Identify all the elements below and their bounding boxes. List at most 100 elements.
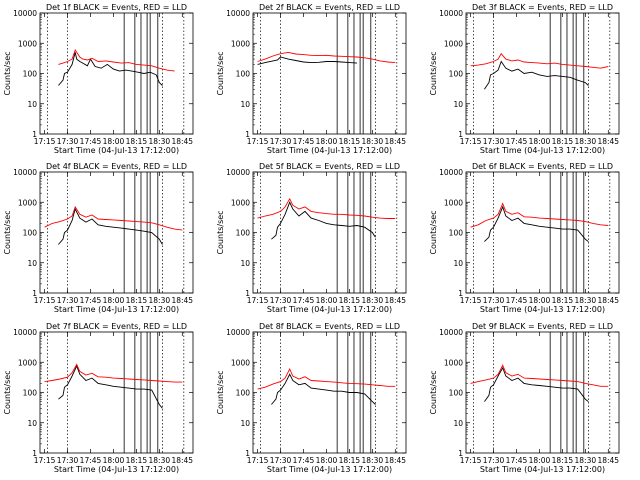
x-tick-label: 18:15 bbox=[552, 137, 574, 146]
x-tick-label: 18:00 bbox=[103, 296, 125, 305]
x-axis-label: Start Time (04-Jul-13 17:12:00) bbox=[267, 146, 392, 155]
events-series-line bbox=[484, 60, 589, 90]
detector-panel: Det 5f BLACK = Events, RED = LLD Counts/s… bbox=[216, 162, 407, 314]
y-tick-label: 10000 bbox=[226, 168, 250, 177]
x-tick-label: 18:15 bbox=[339, 296, 361, 305]
x-tick-label: 17:15 bbox=[34, 456, 56, 465]
plot-frame bbox=[252, 171, 407, 294]
detector-panel: Det 9f BLACK = Events, RED = LLD Counts/s… bbox=[429, 322, 620, 474]
events-series-line bbox=[271, 373, 376, 405]
x-tick-label: 18:45 bbox=[384, 456, 406, 465]
x-tick-label: 17:15 bbox=[34, 296, 56, 305]
detector-panel: Det 6f BLACK = Events, RED = LLD Counts/s… bbox=[429, 162, 620, 314]
lld-series-line bbox=[44, 363, 183, 383]
x-tick-label: 18:45 bbox=[384, 137, 406, 146]
plot-frame bbox=[39, 12, 194, 135]
y-tick-label: 100 bbox=[236, 229, 251, 238]
y-tick-label: 10000 bbox=[13, 9, 37, 18]
x-axis-label: Start Time (04-Jul-13 17:12:00) bbox=[54, 146, 179, 155]
y-tick-label: 10 bbox=[240, 259, 250, 268]
plot-title: Det 5f BLACK = Events, RED = LLD bbox=[259, 162, 400, 171]
x-tick-label: 18:30 bbox=[575, 296, 597, 305]
y-tick-label: 100 bbox=[23, 229, 38, 238]
detector-panel: Det 1f BLACK = Events, RED = LLD Counts/s… bbox=[3, 3, 194, 155]
x-tick-label: 17:45 bbox=[506, 456, 528, 465]
x-tick-label: 18:00 bbox=[316, 137, 338, 146]
x-tick-label: 18:30 bbox=[149, 296, 171, 305]
x-tick-label: 18:45 bbox=[597, 296, 619, 305]
x-tick-label: 18:15 bbox=[552, 296, 574, 305]
x-tick-label: 18:30 bbox=[362, 456, 384, 465]
events-series-line bbox=[58, 207, 163, 245]
x-tick-label: 17:30 bbox=[270, 456, 292, 465]
plot-frame bbox=[465, 12, 620, 135]
y-tick-label: 1000 bbox=[18, 198, 37, 207]
y-tick-label: 1000 bbox=[18, 39, 37, 48]
plot-frame bbox=[39, 331, 194, 454]
x-tick-label: 17:45 bbox=[506, 137, 528, 146]
x-tick-label: 18:30 bbox=[149, 137, 171, 146]
y-tick-label: 100 bbox=[23, 70, 38, 79]
y-axis-label: Counts/sec bbox=[216, 51, 225, 95]
events-series-line bbox=[58, 364, 163, 409]
x-tick-label: 18:00 bbox=[529, 137, 551, 146]
x-tick-label: 17:15 bbox=[460, 296, 482, 305]
y-tick-label: 10000 bbox=[13, 168, 37, 177]
plot-title: Det 3f BLACK = Events, RED = LLD bbox=[472, 3, 613, 12]
lld-series-line bbox=[470, 52, 609, 69]
x-tick-label: 18:15 bbox=[339, 137, 361, 146]
lld-series-line bbox=[257, 197, 396, 219]
y-tick-label: 1000 bbox=[444, 358, 463, 367]
x-tick-label: 17:30 bbox=[270, 296, 292, 305]
plot-title: Det 4f BLACK = Events, RED = LLD bbox=[46, 162, 187, 171]
y-tick-label: 10 bbox=[27, 100, 37, 109]
x-tick-label: 18:45 bbox=[597, 137, 619, 146]
x-tick-label: 18:30 bbox=[575, 137, 597, 146]
plot-frame bbox=[39, 171, 194, 294]
y-tick-label: 1 bbox=[458, 130, 463, 139]
y-tick-label: 1 bbox=[458, 449, 463, 458]
lld-series-line bbox=[470, 364, 609, 387]
y-tick-label: 1000 bbox=[231, 358, 250, 367]
y-tick-label: 10000 bbox=[226, 9, 250, 18]
x-tick-label: 18:00 bbox=[103, 456, 125, 465]
x-tick-label: 18:00 bbox=[103, 137, 125, 146]
y-tick-label: 100 bbox=[449, 389, 464, 398]
y-tick-label: 100 bbox=[23, 389, 38, 398]
y-axis-label: Counts/sec bbox=[216, 370, 225, 414]
y-tick-label: 100 bbox=[449, 229, 464, 238]
plot-frame bbox=[465, 331, 620, 454]
x-tick-label: 18:00 bbox=[529, 456, 551, 465]
y-tick-label: 1 bbox=[32, 289, 37, 298]
x-tick-label: 18:30 bbox=[362, 137, 384, 146]
y-tick-label: 1 bbox=[245, 289, 250, 298]
y-tick-label: 10 bbox=[453, 259, 463, 268]
x-tick-label: 18:15 bbox=[126, 456, 148, 465]
events-series-line bbox=[484, 205, 589, 242]
y-tick-label: 1000 bbox=[18, 358, 37, 367]
y-tick-label: 10 bbox=[453, 419, 463, 428]
y-axis-label: Counts/sec bbox=[216, 210, 225, 254]
x-tick-label: 18:15 bbox=[339, 456, 361, 465]
y-tick-label: 1 bbox=[458, 289, 463, 298]
y-tick-label: 10000 bbox=[439, 9, 463, 18]
x-tick-label: 18:45 bbox=[384, 296, 406, 305]
y-axis-label: Counts/sec bbox=[3, 51, 12, 95]
y-tick-label: 10 bbox=[240, 419, 250, 428]
x-tick-label: 17:45 bbox=[80, 296, 102, 305]
x-tick-label: 17:30 bbox=[270, 137, 292, 146]
detector-panel: Det 4f BLACK = Events, RED = LLD Counts/s… bbox=[3, 162, 194, 314]
x-tick-label: 17:15 bbox=[460, 137, 482, 146]
x-tick-label: 17:15 bbox=[460, 456, 482, 465]
x-tick-label: 17:45 bbox=[293, 456, 315, 465]
y-tick-label: 10000 bbox=[13, 328, 37, 337]
y-tick-label: 1000 bbox=[444, 39, 463, 48]
x-tick-label: 17:30 bbox=[483, 296, 505, 305]
x-tick-label: 17:30 bbox=[57, 137, 79, 146]
x-tick-label: 17:15 bbox=[247, 456, 269, 465]
x-tick-label: 17:15 bbox=[247, 296, 269, 305]
y-tick-label: 10 bbox=[453, 100, 463, 109]
x-axis-label: Start Time (04-Jul-13 17:12:00) bbox=[54, 465, 179, 474]
detector-panel: Det 7f BLACK = Events, RED = LLD Counts/s… bbox=[3, 322, 194, 474]
